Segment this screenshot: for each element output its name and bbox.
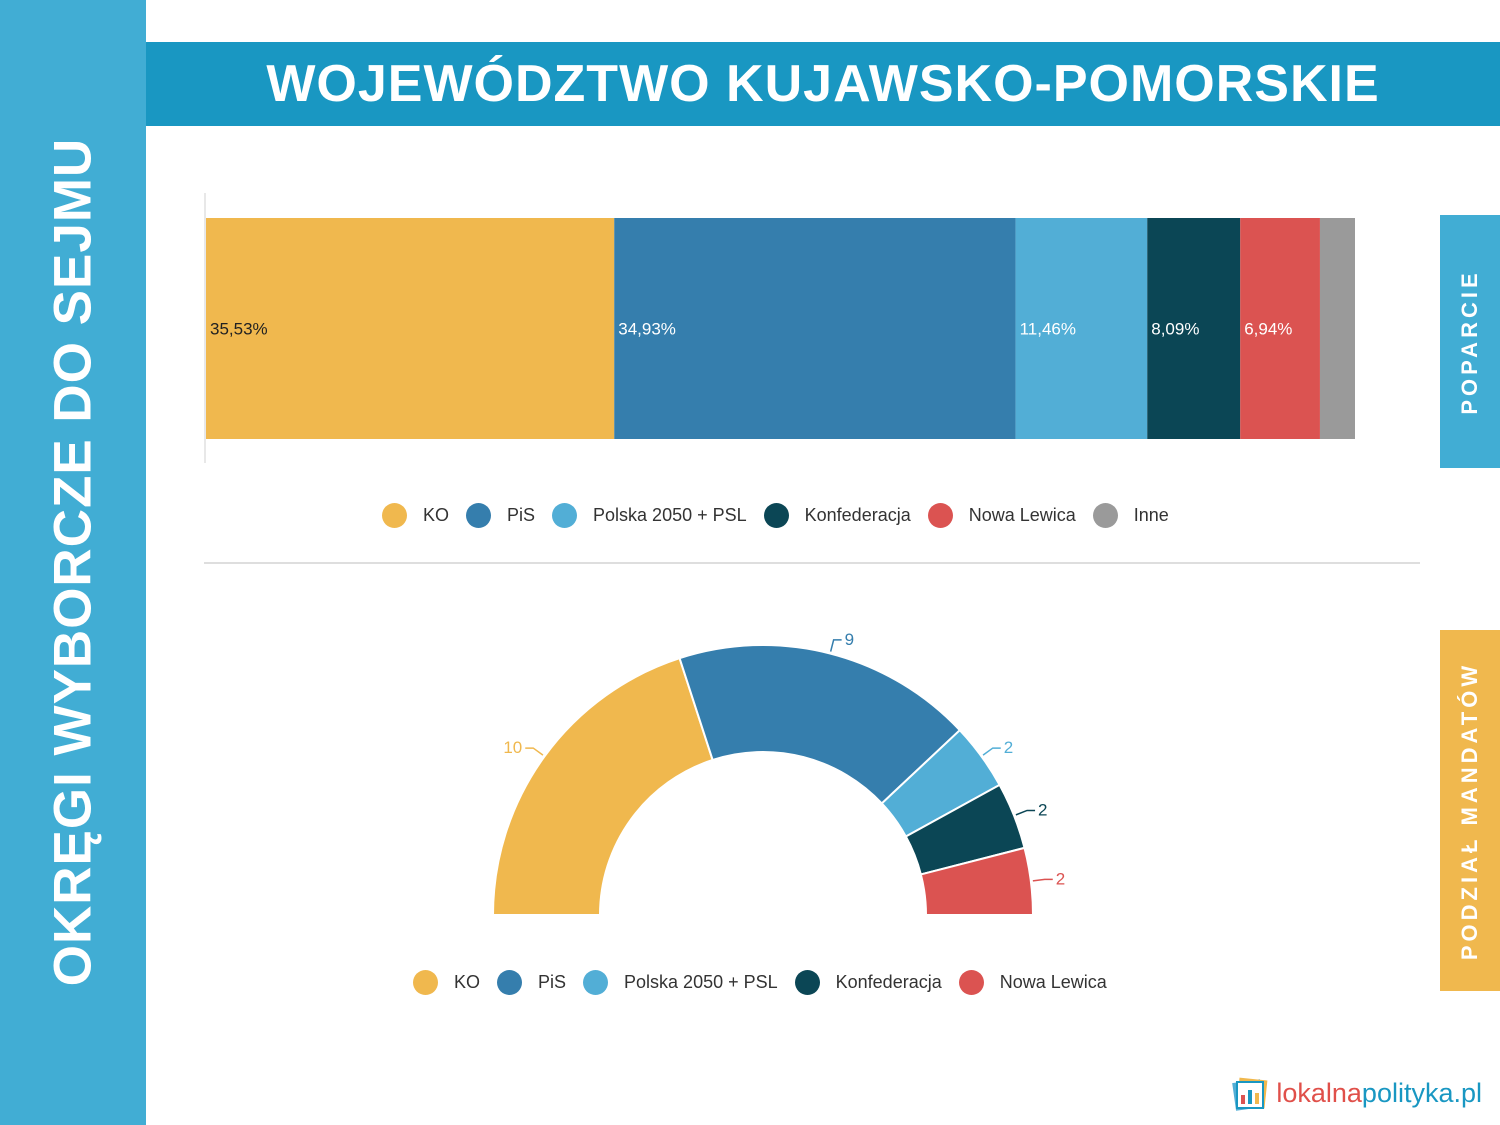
legend-label-pis: PiS: [538, 972, 567, 992]
legend-label-inne: Inne: [1133, 505, 1169, 525]
bar-segment-pis: [614, 218, 1016, 439]
seats-legend: KO PiS Polska 2050 + PSL Konfederacja Nowa L…: [413, 970, 1124, 995]
legend-item-polska-2050-psl: Polska 2050 + PSL: [552, 503, 747, 528]
legend-swatch-polska-2050-psl: [552, 503, 578, 528]
legend-swatch-konfederacja: [794, 970, 820, 995]
donut-label-nowa-lewica: 2: [1056, 869, 1065, 888]
legend-label-polska-2050-psl: Polska 2050 + PSL: [624, 972, 778, 992]
legend-swatch-nowa-lewica: [927, 503, 953, 528]
section-divider: [204, 562, 1420, 564]
legend-swatch-polska-2050-psl: [583, 970, 609, 995]
logo-icon: [1232, 1075, 1268, 1111]
legend-label-konfederacja: Konfederacja: [835, 972, 942, 992]
bar-segment-inne: [1319, 218, 1355, 439]
legend-item-pis: PiS: [466, 503, 535, 528]
donut-leader-nowa-lewica: [1032, 878, 1053, 882]
donut-slice-pis: [678, 644, 962, 805]
bar-segment-nowa-lewica: [1240, 218, 1320, 439]
bar-segment-konfederacja: [1147, 218, 1241, 439]
legend-swatch-ko: [382, 503, 407, 528]
donut-label-polska-2050-psl: 2: [1004, 738, 1013, 757]
legend-swatch-nowa-lewica: [958, 970, 984, 995]
legend-label-ko: KO: [423, 505, 450, 525]
tab-podzial-mandatow: PODZIAŁ MANDATÓW: [1440, 630, 1500, 991]
donut-leader-ko: [525, 747, 544, 756]
support-legend: KO PiS Polska 2050 + PSL Konfederacja Nowa L…: [382, 503, 1186, 528]
donut-label-konfederacja: 2: [1038, 800, 1047, 819]
donut-leader-polska-2050-psl: [982, 747, 1001, 756]
legend-label-ko: KO: [454, 972, 481, 992]
legend-label-pis: PiS: [507, 505, 536, 525]
legend-item-nowa-lewica: Nowa Lewica: [958, 970, 1107, 995]
donut-slice-ko: [491, 656, 714, 916]
legend-item-konfederacja: Konfederacja: [763, 503, 911, 528]
legend-item-pis: PiS: [497, 970, 566, 995]
bar-label-konfederacja: 8,09%: [1151, 320, 1199, 339]
donut-leader-pis: [829, 639, 842, 652]
bar-label-nowa-lewica: 6,94%: [1244, 320, 1292, 339]
legend-label-nowa-lewica: Nowa Lewica: [968, 505, 1076, 525]
logo: lokalnapolityka.pl: [1232, 1075, 1482, 1111]
legend-swatch-pis: [497, 970, 523, 995]
bar-label-ko: 35,53%: [210, 320, 268, 339]
logo-text: lokalnapolityka.pl: [1276, 1078, 1482, 1109]
page-title: WOJEWÓDZTWO KUJAWSKO-POMORSKIE: [266, 55, 1380, 113]
donut-label-pis: 9: [845, 630, 854, 649]
tab-poparcie: POPARCIE: [1440, 215, 1500, 468]
legend-item-inne: Inne: [1092, 503, 1169, 528]
sidebar: OKRĘGI WYBORCZE DO SEJMU: [0, 0, 146, 1125]
bar-label-polska-2050-psl: 11,46%: [1020, 320, 1076, 339]
header-bar: WOJEWÓDZTWO KUJAWSKO-POMORSKIE: [146, 42, 1500, 126]
legend-swatch-konfederacja: [763, 503, 789, 528]
legend-item-konfederacja: Konfederacja: [794, 970, 942, 995]
legend-item-nowa-lewica: Nowa Lewica: [927, 503, 1076, 528]
legend-swatch-pis: [466, 503, 492, 528]
legend-item-ko: KO: [413, 970, 480, 995]
legend-label-nowa-lewica: Nowa Lewica: [999, 972, 1107, 992]
logo-text-polityka: polityka: [1361, 1077, 1454, 1108]
logo-text-tld: .pl: [1453, 1077, 1482, 1108]
donut-leader-konfederacja: [1015, 809, 1036, 816]
legend-swatch-inne: [1092, 503, 1118, 528]
bar-segment-polska-2050-psl: [1015, 218, 1148, 439]
bar-label-pis: 34,93%: [618, 320, 676, 339]
logo-text-lokalna: lokalna: [1276, 1077, 1362, 1108]
legend-label-konfederacja: Konfederacja: [804, 505, 911, 525]
legend-item-ko: KO: [382, 503, 449, 528]
legend-item-polska-2050-psl: Polska 2050 + PSL: [583, 970, 778, 995]
donut-slice-nowa-lewica: [919, 846, 1035, 916]
donut-label-ko: 10: [503, 738, 522, 757]
legend-swatch-ko: [413, 970, 438, 995]
bar-segment-ko: [206, 218, 615, 439]
legend-label-polska-2050-psl: Polska 2050 + PSL: [593, 505, 747, 525]
